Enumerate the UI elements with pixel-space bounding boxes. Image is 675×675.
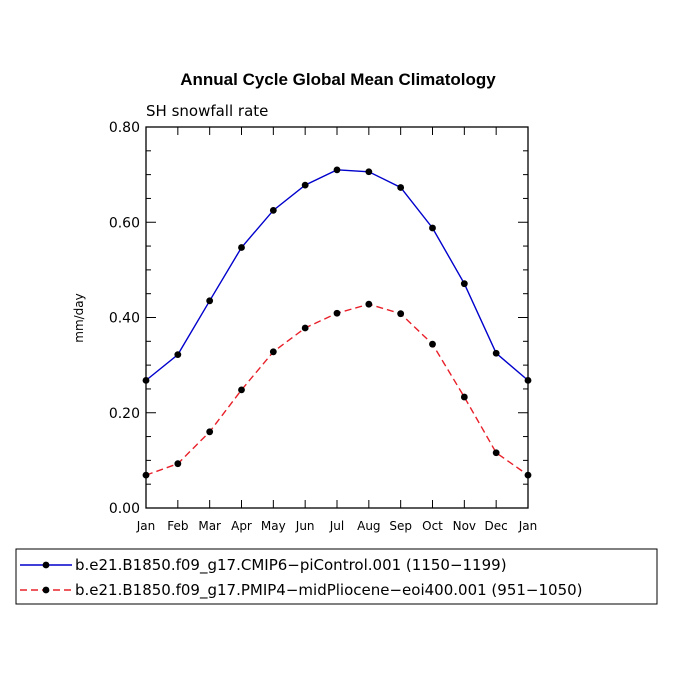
- data-point: [333, 309, 341, 317]
- plot-frame: [145, 126, 529, 509]
- x-tick-label: Dec: [485, 519, 508, 533]
- x-tick-label: Oct: [422, 519, 443, 533]
- legend-box: [15, 548, 658, 605]
- data-point: [397, 310, 405, 318]
- data-point: [269, 206, 277, 214]
- legend-label-1: b.e21.B1850.f09_g17.CMIP6−piControl.001 …: [75, 556, 507, 575]
- y-tick-label: 0.20: [109, 406, 140, 422]
- axis-ticks: [145, 126, 529, 509]
- data-point: [397, 184, 405, 191]
- legend-marker: [42, 561, 50, 569]
- data-point: [238, 244, 245, 251]
- y-tick-labels: 0.00 0.20 0.40 0.60 0.80: [109, 120, 140, 517]
- series-line-2: [145, 303, 529, 476]
- x-tick-label: Sep: [389, 519, 412, 533]
- data-point: [301, 181, 309, 189]
- data-point: [142, 376, 150, 384]
- data-points: [142, 166, 532, 479]
- data-point: [365, 168, 373, 176]
- x-tick-label: Apr: [231, 519, 252, 533]
- data-point: [460, 393, 468, 401]
- y-tick-label: 0.60: [109, 215, 140, 231]
- y-tick-label: 0.40: [109, 311, 140, 327]
- x-tick-label: Jan: [136, 519, 156, 533]
- chart-title: Annual Cycle Global Mean Climatology: [180, 70, 496, 89]
- data-point: [492, 349, 500, 357]
- data-point: [206, 428, 214, 436]
- x-tick-labels: Jan Feb Mar Apr May Jun Jul Aug Sep Oct Nov Dec Jan: [136, 519, 538, 533]
- legend-label-2: b.e21.B1850.f09_g17.PMIP4−midPliocene−eo…: [75, 581, 583, 600]
- x-tick-label: Mar: [198, 519, 221, 533]
- data-point: [429, 340, 436, 348]
- chart-subtitle: SH snowfall rate: [146, 102, 268, 120]
- data-point: [460, 280, 468, 288]
- y-axis-label: mm/day: [72, 293, 86, 343]
- y-tick-label: 0.00: [109, 501, 140, 517]
- x-tick-label: Aug: [357, 519, 380, 533]
- legend-marker: [42, 586, 50, 594]
- series-lines: [145, 169, 529, 476]
- x-tick-label: Jan: [518, 519, 538, 533]
- x-tick-label: Nov: [453, 519, 476, 533]
- data-point: [524, 376, 532, 384]
- x-tick-label: Feb: [167, 519, 188, 533]
- data-point: [206, 297, 214, 305]
- x-tick-label: Jul: [329, 519, 344, 533]
- data-point: [365, 300, 373, 308]
- data-point: [301, 324, 309, 332]
- x-tick-label: Jun: [295, 519, 315, 533]
- y-tick-label: 0.80: [109, 120, 140, 136]
- data-point: [492, 449, 500, 457]
- data-point: [429, 224, 436, 232]
- data-point: [174, 460, 182, 468]
- data-point: [333, 166, 341, 174]
- data-point: [238, 386, 245, 394]
- data-point: [269, 348, 277, 356]
- data-point: [524, 471, 532, 479]
- data-point: [142, 471, 150, 479]
- legend: b.e21.B1850.f09_g17.CMIP6−piControl.001 …: [20, 556, 583, 600]
- x-tick-label: May: [261, 519, 286, 533]
- series-line-1: [145, 169, 529, 381]
- data-point: [174, 351, 182, 359]
